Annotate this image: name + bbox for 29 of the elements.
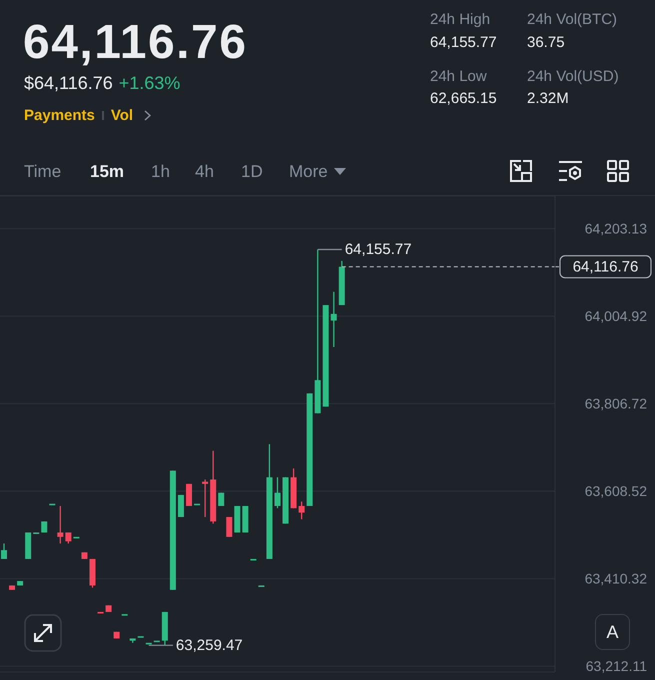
y-tick-label: 63,806.72 bbox=[584, 396, 648, 412]
annotation: 64,155.77 bbox=[344, 241, 412, 258]
text: More bbox=[289, 162, 328, 181]
text: 36.75 bbox=[527, 34, 565, 51]
letter-button: A bbox=[595, 614, 630, 650]
annotation: 63,259.47 bbox=[176, 636, 243, 654]
text: Vol bbox=[110, 107, 134, 124]
text: Payments bbox=[24, 107, 95, 124]
text: 1D bbox=[241, 162, 263, 181]
ref-line-label: 64,116.76 bbox=[572, 258, 638, 276]
text: 64,155.77 bbox=[430, 34, 497, 51]
y-tick-label: 63,608.52 bbox=[584, 483, 648, 500]
chart-title: 64,116.76 bbox=[23, 16, 248, 69]
y-tick-label: 63,212.11 bbox=[586, 658, 648, 674]
text: 24h High bbox=[430, 11, 490, 28]
text: 24h Vol(BTC) bbox=[527, 11, 618, 28]
text: 24h Vol(USD) bbox=[527, 68, 619, 85]
text: +1.63% bbox=[118, 73, 180, 93]
y-tick-label: 64,004.92 bbox=[584, 308, 648, 324]
y-tick-label: 63,410.32 bbox=[584, 570, 648, 587]
y-tick-label: 64,203.13 bbox=[584, 220, 648, 237]
text: 2.32M bbox=[527, 90, 569, 107]
text: 24h Low bbox=[430, 68, 487, 85]
text: 4h bbox=[195, 162, 214, 181]
text: 62,665.15 bbox=[430, 90, 497, 107]
text: 1h bbox=[151, 162, 170, 181]
text: Time bbox=[24, 162, 62, 181]
chart-subtitle: $64,116.76 bbox=[24, 73, 113, 93]
text: 15m bbox=[90, 162, 124, 181]
